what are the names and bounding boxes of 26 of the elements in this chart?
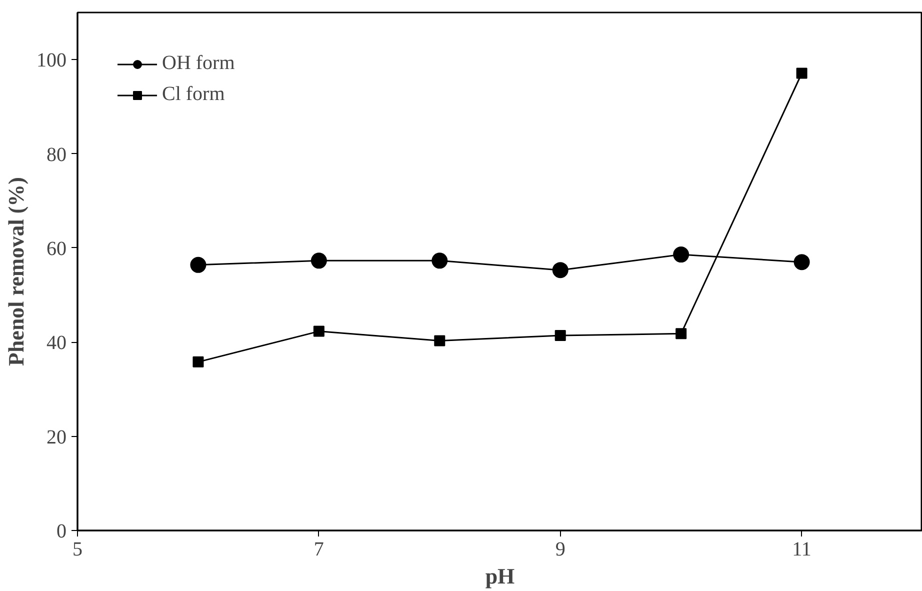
legend-label: Cl form — [162, 83, 225, 106]
y-tick-label: 40 — [46, 332, 66, 354]
y-tick-label: 60 — [46, 238, 66, 260]
point — [794, 254, 810, 270]
point — [192, 356, 204, 368]
legend-label: OH form — [162, 52, 235, 75]
y-tick-label: 80 — [46, 144, 66, 166]
point — [310, 252, 327, 269]
point — [313, 326, 324, 337]
point — [190, 256, 206, 273]
x-tick-label: 11 — [792, 538, 812, 560]
point — [676, 328, 687, 340]
point — [434, 335, 446, 346]
point — [673, 246, 690, 263]
y-tick-label: 20 — [46, 426, 66, 448]
y-tick-label: 100 — [36, 50, 66, 72]
x-tick-label: 9 — [555, 538, 566, 560]
point — [432, 252, 448, 269]
x-tick-label: 5 — [72, 538, 82, 560]
point — [796, 68, 808, 79]
x-tick-label: 7 — [314, 538, 324, 560]
y-axis-title: Phenol removal (%) — [4, 176, 28, 366]
y-tick-label: 0 — [56, 520, 66, 542]
x-axis-title: pH — [485, 564, 515, 588]
point — [552, 262, 568, 278]
point — [554, 330, 566, 342]
